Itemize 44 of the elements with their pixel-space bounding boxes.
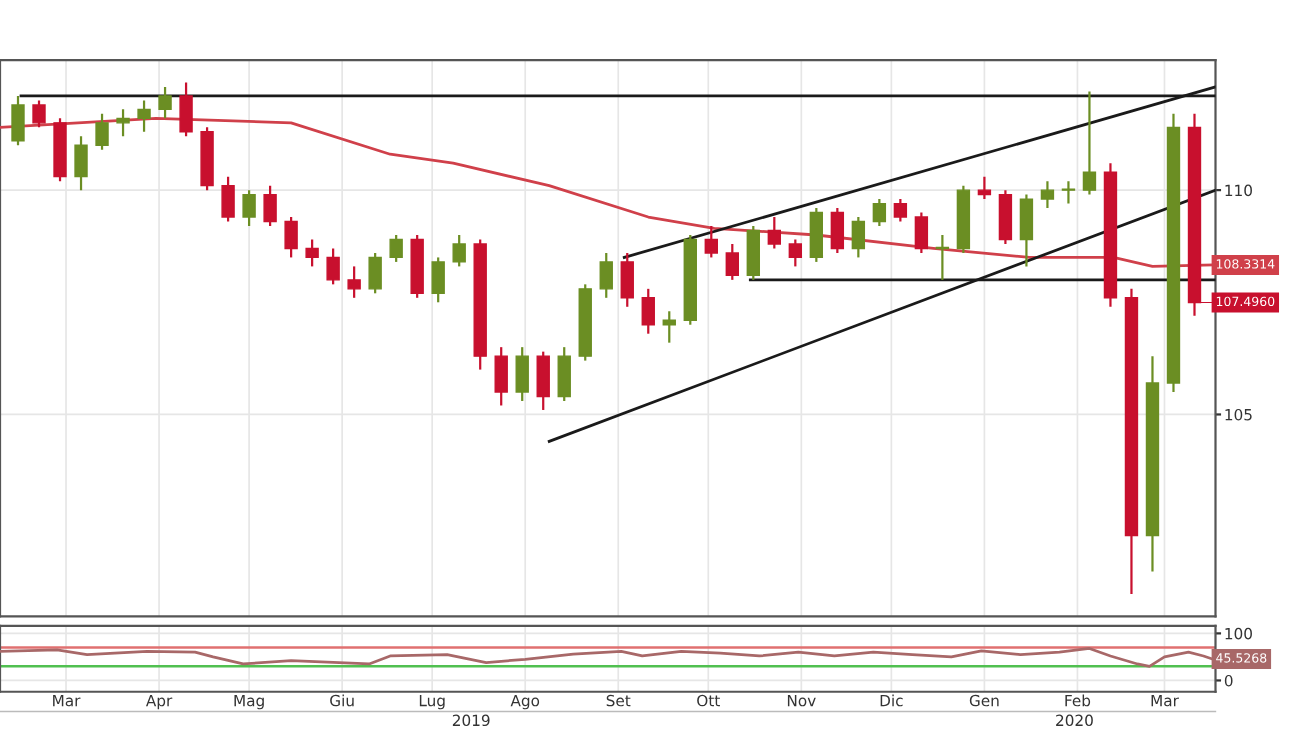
candlestick: [1061, 180, 1076, 205]
candlestick: [620, 251, 634, 308]
candlestick: [494, 346, 508, 407]
candlestick: [998, 189, 1013, 246]
candlestick: [641, 287, 655, 335]
candlestick: [284, 215, 298, 259]
candlestick: [1019, 193, 1034, 268]
candlestick: [809, 206, 824, 264]
candlestick: [746, 224, 761, 281]
candlestick: [872, 197, 887, 228]
candlestick: [893, 197, 908, 223]
candlestick: [851, 215, 866, 259]
candlestick: [977, 175, 992, 201]
candlestick: [11, 94, 25, 147]
candlestick: [1082, 90, 1097, 196]
candlestick: [704, 224, 718, 259]
candlestick: [452, 233, 466, 268]
candlestick: [137, 99, 151, 133]
candlestick: [1040, 180, 1055, 210]
candlestick: [158, 85, 172, 120]
candlestick: [725, 242, 739, 281]
candlestick: [389, 233, 403, 264]
candlestick: [95, 112, 109, 151]
candlestick: [431, 256, 445, 304]
candlestick: [830, 206, 845, 255]
candlestick: [515, 346, 529, 403]
candlestick: [305, 238, 319, 268]
candlestick: [116, 108, 130, 138]
candlestick: [368, 251, 382, 295]
candlestick: [74, 135, 88, 192]
candlestick: [347, 265, 361, 299]
candlestick: [32, 99, 46, 129]
candlestick: [242, 189, 256, 228]
candlestick: [557, 346, 571, 403]
candlestick: [326, 247, 340, 286]
candlestick: [536, 350, 550, 412]
candlestick: [179, 81, 193, 138]
candlestick: [788, 238, 803, 268]
candlestick: [599, 251, 613, 299]
candlestick: [221, 175, 235, 223]
candlestick: [914, 211, 929, 255]
candlestick: [767, 215, 782, 250]
candlestick: [935, 233, 950, 281]
candlestick: [263, 184, 277, 228]
